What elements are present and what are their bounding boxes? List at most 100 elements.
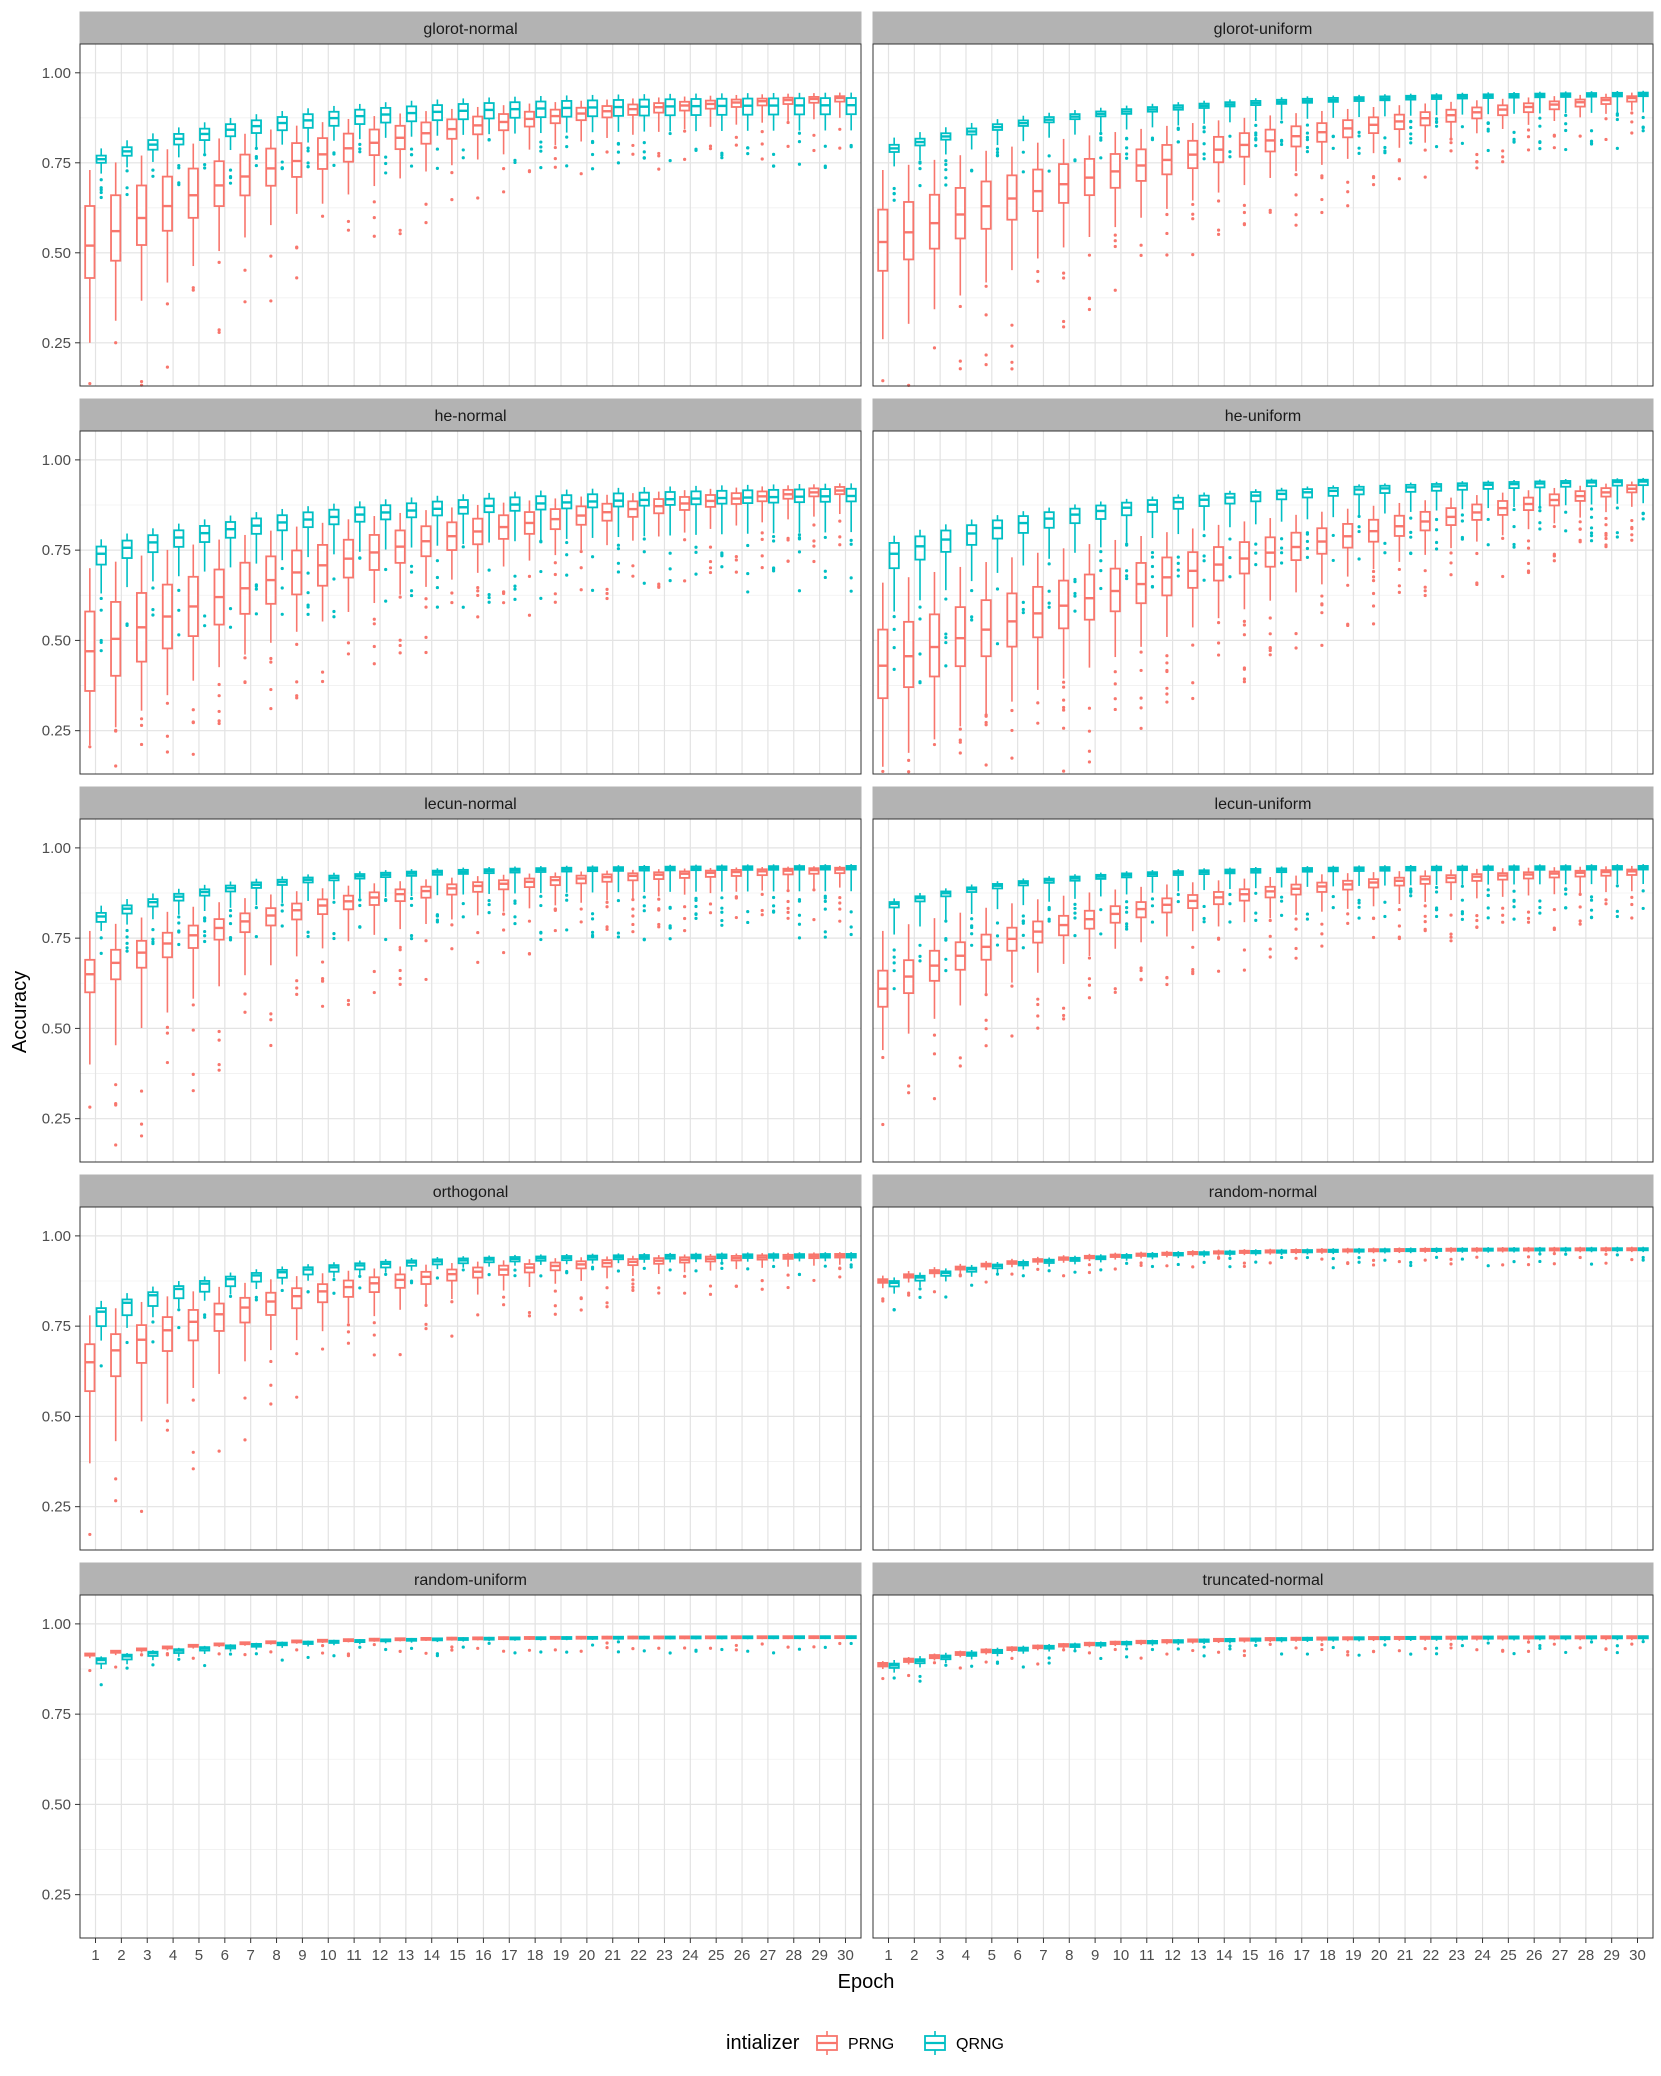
series-QRNG bbox=[888, 90, 1649, 202]
box-outlier bbox=[1191, 945, 1195, 949]
box-outlier bbox=[1397, 567, 1401, 572]
panel-border bbox=[872, 430, 1654, 775]
box-qrng-epoch-8 bbox=[1069, 110, 1081, 163]
box-prng-epoch-27 bbox=[756, 1635, 768, 1646]
box-qrng-epoch-11 bbox=[354, 501, 366, 560]
box-outlier bbox=[513, 574, 517, 578]
box-outlier bbox=[694, 550, 698, 554]
box-outlier bbox=[797, 162, 802, 166]
x-tick-label: 3 bbox=[143, 1947, 151, 1964]
box-outlier bbox=[1150, 1647, 1155, 1652]
panel-border bbox=[79, 43, 862, 387]
box-outlier bbox=[1371, 622, 1376, 626]
box-outlier bbox=[358, 150, 362, 154]
box-outlier bbox=[797, 140, 802, 144]
box-outlier bbox=[398, 982, 402, 987]
box-outlier bbox=[1604, 533, 1608, 537]
box-outlier bbox=[1294, 223, 1298, 227]
box-prng-epoch-5 bbox=[187, 1643, 199, 1660]
box-outlier bbox=[1294, 213, 1298, 217]
box-qrng-epoch-9 bbox=[302, 1640, 314, 1660]
box-outlier bbox=[734, 135, 738, 139]
box-outlier bbox=[1630, 895, 1634, 899]
box-outlier bbox=[1357, 898, 1361, 902]
box-qrng-epoch-15 bbox=[1250, 98, 1262, 148]
box-outlier bbox=[1242, 210, 1247, 215]
box-prng-epoch-20 bbox=[1367, 1247, 1380, 1267]
box-outlier bbox=[616, 931, 621, 935]
box-prng-epoch-21 bbox=[601, 1256, 613, 1309]
box-outlier bbox=[527, 574, 532, 579]
box-qrng-epoch-28 bbox=[1585, 91, 1598, 146]
box-outlier bbox=[1073, 591, 1077, 596]
box-qrng-epoch-10 bbox=[1121, 871, 1133, 931]
box-prng-epoch-10 bbox=[1109, 132, 1121, 292]
box-qrng-epoch-13 bbox=[405, 869, 418, 941]
box-qrng-epoch-13 bbox=[1198, 1250, 1210, 1264]
box-prng-epoch-16 bbox=[1264, 1248, 1276, 1265]
box-outlier bbox=[254, 163, 258, 168]
box-outlier bbox=[771, 164, 776, 168]
box-qrng-epoch-3 bbox=[940, 524, 952, 668]
box-outlier bbox=[1604, 117, 1608, 121]
box-outlier bbox=[384, 1647, 388, 1652]
box-outlier bbox=[1216, 969, 1221, 973]
box-outlier bbox=[125, 1340, 129, 1345]
box-outlier bbox=[1409, 132, 1413, 136]
box-prng-epoch-3 bbox=[928, 1267, 941, 1294]
box-qrng-epoch-30 bbox=[845, 92, 857, 149]
box-outlier bbox=[1434, 145, 1439, 149]
facet-strip-label: random-uniform bbox=[414, 1572, 527, 1589]
box-outlier bbox=[1165, 700, 1169, 704]
box-prng-epoch-23 bbox=[653, 97, 665, 171]
box-outlier bbox=[1010, 1656, 1014, 1660]
box-outlier bbox=[605, 587, 609, 591]
box-prng-epoch-3 bbox=[928, 1653, 941, 1665]
box-outlier bbox=[165, 1428, 170, 1432]
box-outlier bbox=[823, 935, 827, 939]
series-QRNG bbox=[95, 864, 857, 955]
box-outlier bbox=[539, 930, 543, 934]
y-tick-label: 0.75 bbox=[42, 930, 71, 947]
box-outlier bbox=[358, 925, 362, 929]
box-outlier bbox=[1641, 129, 1645, 133]
box-outlier bbox=[217, 330, 221, 335]
box-outlier bbox=[306, 930, 310, 934]
box-qrng-epoch-3 bbox=[147, 893, 159, 946]
box-prng-epoch-1 bbox=[877, 582, 889, 774]
box-qrng-epoch-18 bbox=[1327, 865, 1339, 910]
box-outlier bbox=[590, 933, 595, 937]
box-outlier bbox=[1125, 922, 1129, 926]
box-outlier bbox=[346, 1341, 351, 1345]
box-qrng-epoch-15 bbox=[457, 867, 469, 919]
box-outlier bbox=[734, 558, 738, 562]
box-qrng-epoch-8 bbox=[276, 111, 288, 171]
box-prng-epoch-26 bbox=[1522, 97, 1535, 152]
box-qrng-epoch-28 bbox=[793, 92, 806, 166]
box-outlier bbox=[771, 1264, 776, 1269]
box-qrng-epoch-2 bbox=[121, 533, 133, 628]
box-prng-epoch-11 bbox=[342, 1270, 354, 1345]
box-prng-epoch-28 bbox=[1574, 94, 1586, 138]
box-body bbox=[1006, 592, 1018, 648]
box-qrng-epoch-18 bbox=[1327, 95, 1339, 150]
box-outlier bbox=[605, 1286, 609, 1290]
box-outlier bbox=[668, 924, 672, 928]
box-outlier bbox=[918, 184, 922, 188]
x-tick-label: 6 bbox=[221, 1947, 229, 1964]
box-prng-epoch-3 bbox=[928, 918, 941, 1101]
box-outlier bbox=[217, 1449, 221, 1453]
box-prng-epoch-12 bbox=[368, 116, 380, 238]
box-outlier bbox=[1578, 892, 1582, 896]
box-prng-epoch-21 bbox=[1393, 871, 1405, 941]
box-outlier bbox=[1589, 895, 1594, 899]
box-outlier bbox=[1423, 148, 1427, 152]
box-body bbox=[317, 1283, 329, 1304]
box-outlier bbox=[165, 701, 170, 705]
box-outlier bbox=[1409, 125, 1413, 130]
box-prng-epoch-22 bbox=[627, 1635, 639, 1651]
box-body bbox=[991, 519, 1004, 540]
box-outlier bbox=[1615, 146, 1619, 150]
box-outlier bbox=[944, 176, 948, 180]
box-outlier bbox=[151, 174, 155, 178]
